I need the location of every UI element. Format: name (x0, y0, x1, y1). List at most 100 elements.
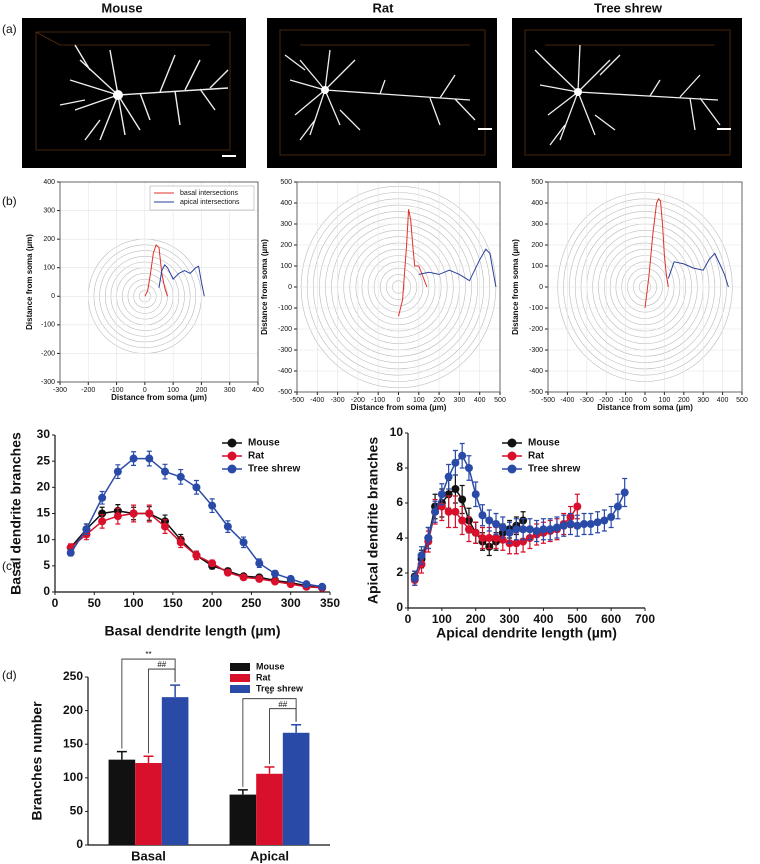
data-point (444, 507, 453, 516)
series-line (667, 252, 729, 288)
x-tick-label: 0 (52, 596, 59, 610)
plot-frame (547, 181, 743, 393)
x-tick-label: 300 (224, 387, 236, 394)
x-tick-label: -200 (351, 397, 365, 404)
x-tick-label: 100 (413, 397, 425, 404)
x-tick-label: 100 (124, 596, 144, 610)
data-point (451, 507, 460, 516)
data-point (223, 522, 232, 531)
significance-label: ## (157, 660, 166, 669)
x-axis-label: Distance from soma (µm) (111, 393, 207, 402)
data-point (478, 534, 487, 542)
data-point (255, 559, 264, 568)
data-point (505, 528, 514, 537)
y-tick-label: 6 (396, 495, 403, 509)
legend-marker (507, 464, 517, 474)
legend-swatch (230, 674, 250, 682)
data-point (613, 502, 622, 511)
legend-label: Mouse (256, 661, 285, 671)
legend-label: apical intersections (180, 199, 240, 206)
data-point (458, 495, 467, 504)
x-tick-label: 50 (88, 596, 102, 610)
series-line (158, 264, 205, 297)
legend-marker (507, 438, 517, 448)
legend-marker (227, 451, 237, 461)
y-tick-label: -400 (278, 368, 292, 375)
y-tick-label: -400 (529, 368, 543, 375)
y-tick-label: 250 (63, 669, 83, 683)
y-tick-label: 400 (280, 200, 292, 207)
x-tick-label: 0 (397, 397, 401, 404)
data-point (471, 490, 480, 499)
x-tick-label: 300 (454, 397, 466, 404)
data-point (478, 511, 487, 520)
x-axis-label: Distance from soma (µm) (597, 403, 693, 412)
data-point (600, 516, 609, 525)
data-point (485, 534, 494, 542)
panel-label: (c) (2, 559, 16, 573)
y-tick-label: 200 (280, 242, 292, 249)
x-tick-label: 200 (678, 397, 690, 404)
data-point (145, 454, 154, 463)
data-point (485, 516, 494, 525)
x-tick-label: -300 (580, 397, 594, 404)
x-tick-label: 150 (163, 596, 183, 610)
data-point (176, 538, 185, 547)
series-line (398, 209, 428, 317)
data-point (66, 548, 75, 557)
data-point (302, 580, 311, 589)
y-tick-label: -200 (41, 350, 55, 357)
data-point (492, 534, 501, 542)
x-tick-label: Basal (131, 848, 166, 863)
y-tick-label: 200 (63, 703, 83, 717)
y-tick-label: 400 (531, 200, 543, 207)
y-tick-label: 0 (288, 284, 292, 291)
legend-label: Rat (248, 451, 265, 462)
data-point (161, 522, 169, 531)
x-tick-label: 400 (717, 397, 729, 404)
y-tick-label: 150 (63, 736, 83, 750)
data-point (519, 525, 528, 534)
significance-label: ** (266, 690, 272, 699)
x-tick-label: 500 (736, 397, 748, 404)
y-tick-label: 25 (37, 453, 51, 467)
data-point (208, 559, 217, 568)
data-point (255, 574, 264, 583)
significance-label: ** (145, 650, 151, 659)
bar (135, 763, 162, 845)
significance-bracket (148, 668, 176, 754)
data-point (424, 534, 433, 542)
error-bar (143, 755, 154, 764)
data-point (271, 569, 279, 578)
error-bar (237, 789, 248, 795)
plot-frame (59, 181, 259, 383)
panel-label: (d) (2, 668, 17, 682)
data-point (113, 512, 122, 521)
y-tick-label: -300 (278, 347, 292, 354)
series-line (644, 197, 669, 309)
bar (229, 794, 257, 845)
data-point (239, 573, 248, 582)
data-point (145, 509, 154, 518)
data-point (129, 454, 138, 463)
error-bar (116, 750, 127, 760)
x-tick-label: -100 (619, 397, 633, 404)
x-tick-label: -200 (81, 387, 95, 394)
data-point (98, 493, 107, 502)
data-point (586, 520, 595, 528)
data-point (580, 520, 589, 528)
x-tick-label: -500 (290, 397, 304, 404)
legend-label: Mouse (528, 438, 560, 449)
data-point (607, 513, 616, 521)
data-point (223, 568, 232, 577)
error-bar (264, 766, 275, 774)
x-tick-label: 400 (533, 612, 553, 626)
y-tick-label: 30 (37, 427, 51, 441)
data-point (620, 488, 629, 497)
x-tick-label: -500 (541, 397, 555, 404)
x-tick-label: Apical (250, 848, 289, 863)
x-tick-label: 0 (143, 387, 147, 394)
x-tick-label: 400 (474, 397, 486, 404)
data-point (161, 467, 169, 476)
x-tick-label: -100 (371, 397, 385, 404)
